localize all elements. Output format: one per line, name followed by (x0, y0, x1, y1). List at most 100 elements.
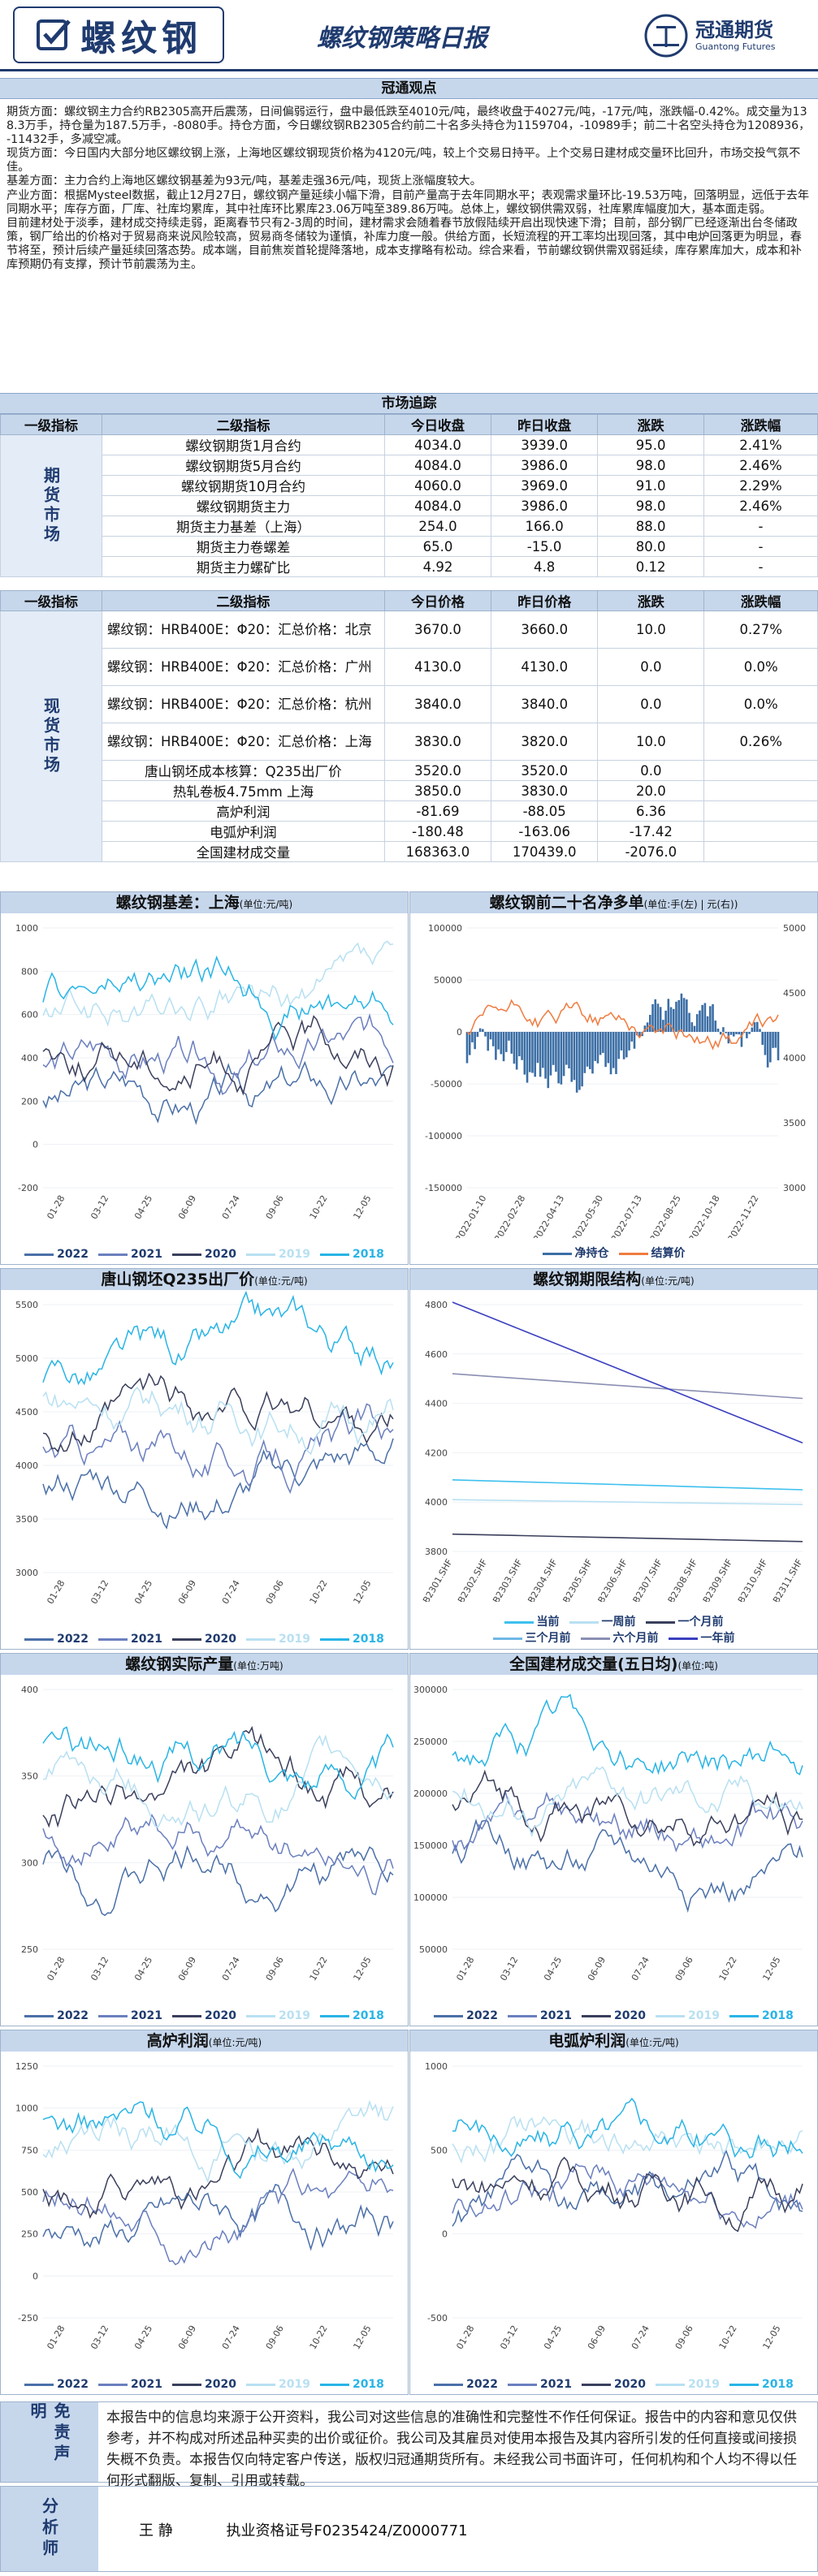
net-bar (521, 1032, 523, 1060)
legend-label: 2019 (687, 2009, 720, 2022)
legend-label: 2020 (205, 2009, 236, 2022)
x-tick-label: RB2310.SHF (733, 1557, 769, 1602)
net-bar (759, 1029, 761, 1032)
col-header: 涨跌幅 (703, 590, 818, 611)
net-bar (725, 1032, 727, 1033)
legend-label: 2019 (278, 1633, 310, 1646)
indicator-name: 高炉利润 (102, 800, 385, 822)
indicator-name: 唐山钢坯成本核算：Q235出厂价 (102, 760, 385, 781)
net-bar (669, 1007, 673, 1032)
y-tick-label: 100000 (428, 923, 462, 934)
chart-plot: 1250 1000 750 500 250 0 -250 01-28 03-12 04-25 06-… (15, 2061, 394, 2351)
net-bar (615, 1032, 617, 1074)
indicator-value: 4060.0 (383, 475, 492, 496)
col-header: 一级指标 (0, 590, 102, 611)
analyst-license: 执业资格证号F0235424/Z0000771 (226, 2522, 468, 2539)
legend-item: 一个月前 (645, 1616, 724, 1629)
net-bar (599, 1032, 602, 1055)
net-bar (753, 1022, 756, 1032)
net-bar (701, 1004, 703, 1032)
indicator-value: 166.0 (491, 516, 599, 537)
indicator-value: 0.0 (597, 760, 705, 781)
series-line (42, 1290, 394, 1386)
net-bar (586, 1032, 589, 1067)
series-line (452, 2097, 803, 2159)
legend-item: 2019 (655, 2378, 720, 2391)
series-line (452, 1769, 803, 1847)
indicator-value: 3986.0 (491, 455, 599, 476)
chart-unit: (单位:元/吨) (208, 2037, 262, 2048)
chart-plot: 1000 500 0 -500 01-28 03-12 04-25 06-09 07-24 09-… (425, 2061, 803, 2351)
col-header: 二级指标 (102, 590, 385, 611)
legend-label: 六个月前 (612, 1632, 659, 1645)
x-tick-label: 2022-07-13 (609, 1193, 644, 1238)
col-header: 涨跌 (597, 414, 705, 435)
indicator-value: 10.0 (597, 723, 705, 761)
legend-label: 2018 (761, 2009, 794, 2022)
y-tick-label: 600 (21, 1010, 38, 1020)
series-line (452, 2163, 803, 2229)
net-bar (774, 1032, 777, 1048)
x-tick-label: 2022-10-18 (687, 1193, 722, 1238)
indicator-name: 期货主力螺矿比 (102, 556, 385, 577)
net-bar (699, 1010, 701, 1032)
series-line (42, 1403, 394, 1495)
net-bar (677, 999, 680, 1032)
net-bar (552, 1032, 555, 1065)
net-bar (667, 999, 670, 1032)
indicator-value: 3520.0 (491, 760, 599, 781)
indicator-value: 0.0 (597, 685, 705, 723)
x-tick-label: RB2309.SHF (698, 1557, 734, 1602)
net-bar (536, 1032, 539, 1064)
category-label: 期货市场 (0, 434, 102, 577)
indicator-name: 热轧卷板4.75mm 上海 (102, 780, 385, 801)
x-tick-label: 01-28 (45, 1193, 67, 1221)
legend-label: 2022 (57, 1248, 89, 1261)
legend-label: 2020 (205, 2378, 236, 2391)
chart-unit: (单位:元/吨) (625, 2037, 679, 2048)
legend-item: 2020 (172, 2009, 236, 2022)
indicator-value: 95.0 (597, 434, 705, 455)
chart-legend: 2022 2021 2020 2019 2018 (410, 2009, 817, 2022)
series-line (42, 2167, 394, 2266)
series-line (452, 2116, 803, 2164)
x-tick-label: 12-05 (351, 2324, 373, 2351)
net-bar (703, 1003, 707, 1032)
net-bar (489, 1032, 492, 1040)
indicator-name: 螺纹钢：HRB400E：Φ20：汇总价格：杭州 (102, 685, 385, 723)
net-bar (686, 999, 688, 1032)
checkbox-icon (37, 19, 71, 50)
net-bar (680, 993, 683, 1032)
legend-label: 2020 (205, 1633, 236, 1646)
net-bar (478, 1028, 482, 1032)
y-tick-label: 50000 (419, 1944, 448, 1955)
series-line (42, 1015, 394, 1096)
indicator-value: 4130.0 (491, 648, 599, 686)
legend-item: 2019 (655, 2009, 720, 2022)
legend-item: 2022 (434, 2378, 498, 2391)
legend-item: 2018 (729, 2009, 794, 2022)
legend-item: 2021 (98, 1633, 162, 1646)
indicator-value: 2.46% (703, 455, 818, 476)
y-tick-label: 150000 (413, 1840, 448, 1851)
chart-billet: 唐山钢坯Q235出厂价(单位:元/吨) 5500 5000 4500 4000 3500 3… (0, 1268, 409, 1650)
chart-net: 螺纹钢前二十名净多单(单位:手(左) | 元(右)) 100000 50000 0 -5… (409, 891, 818, 1265)
net-bar (735, 1032, 738, 1034)
indicator-name: 螺纹钢期货主力 (102, 495, 385, 516)
logo-text: 螺纹钢 (80, 18, 202, 59)
legend-item: 2019 (245, 1248, 310, 1261)
legend-item: 一周前 (569, 1616, 636, 1629)
net-bar (738, 1032, 741, 1035)
indicator-value: 65.0 (383, 536, 492, 557)
net-bar (557, 1032, 560, 1084)
net-bar (484, 1032, 487, 1037)
series-line (42, 1060, 394, 1125)
term-line (452, 1301, 803, 1443)
indicator-value: 0.0% (703, 685, 818, 723)
indicator-name: 螺纹钢期货5月合约 (102, 455, 385, 476)
x-tick-label: 10-22 (717, 1955, 739, 1983)
net-bar (504, 1032, 508, 1052)
chart-unit: (单位:手(左) | 元(右)) (643, 899, 738, 910)
chart-unit: (单位:吨) (677, 1660, 718, 1672)
term-line (452, 1533, 803, 1543)
